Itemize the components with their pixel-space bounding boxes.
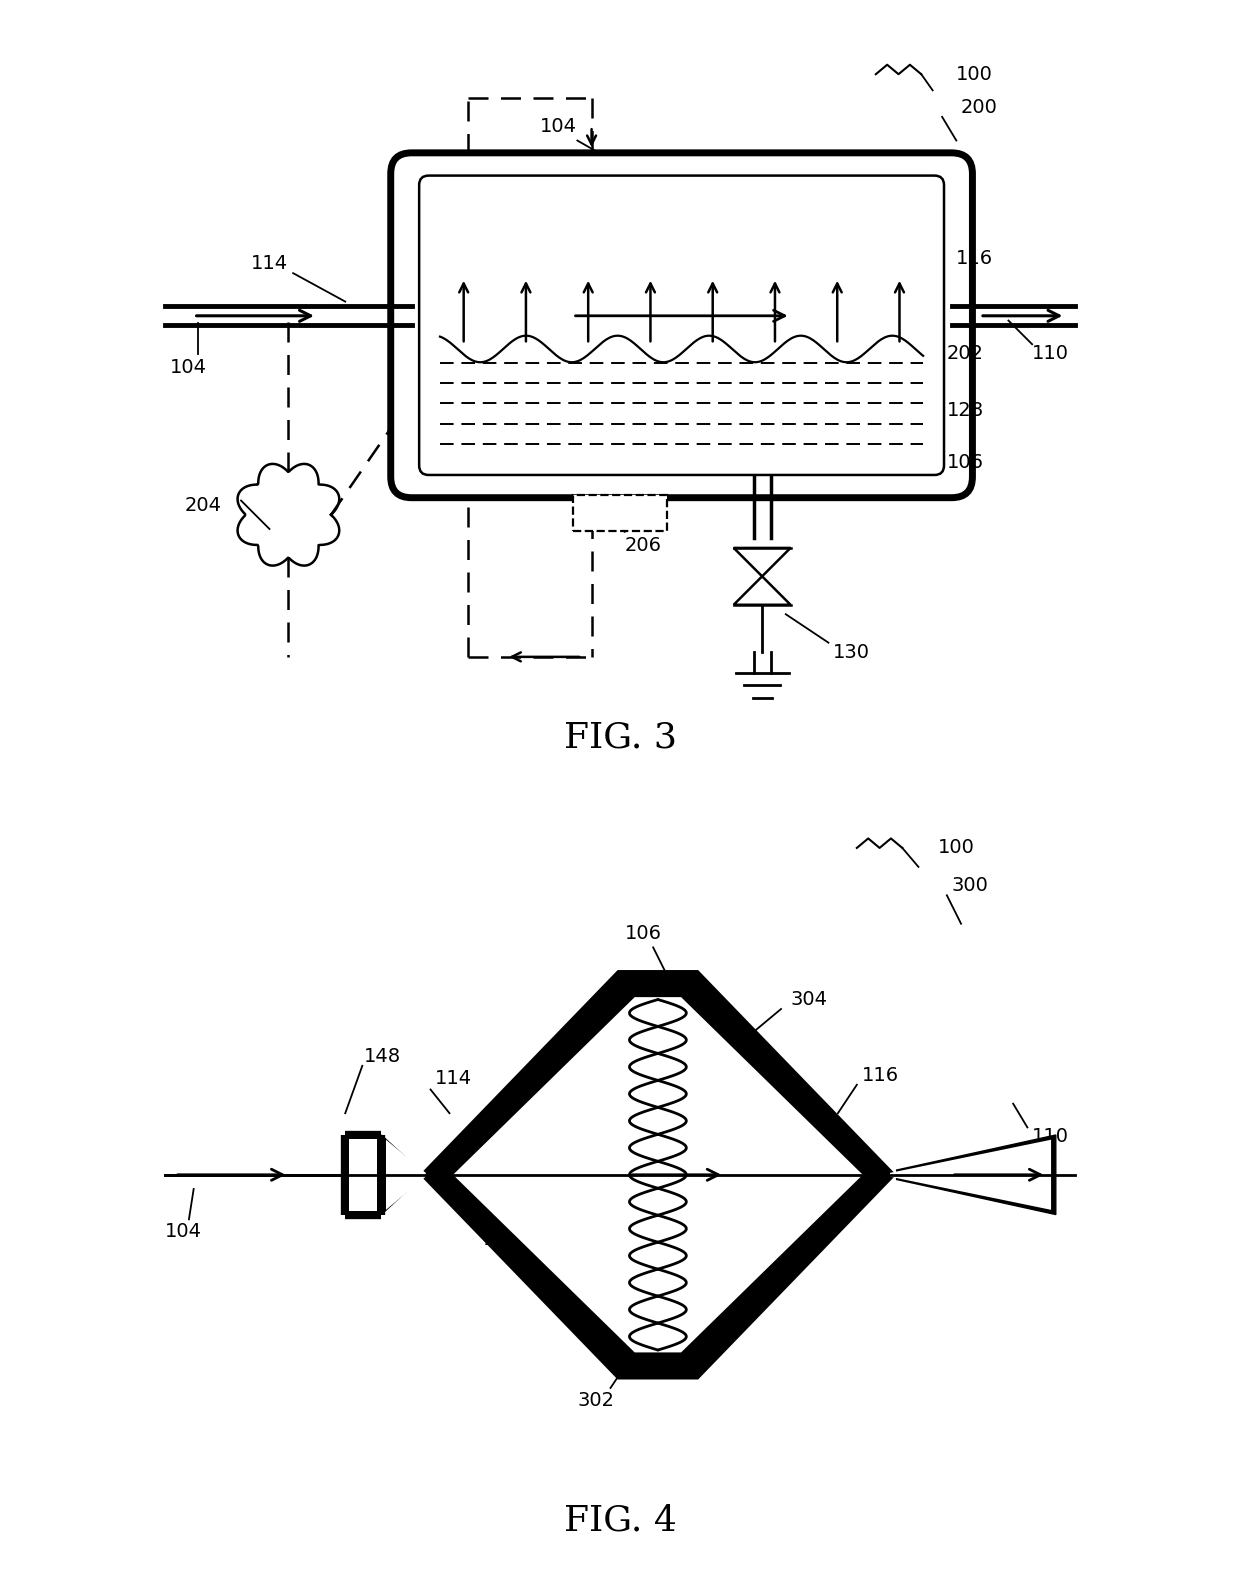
Polygon shape: [734, 576, 791, 605]
Text: 100: 100: [956, 65, 993, 84]
Text: 204: 204: [185, 496, 221, 515]
Text: 200: 200: [961, 98, 998, 117]
Text: 202: 202: [947, 344, 983, 363]
Text: 114: 114: [250, 254, 288, 273]
Text: 116: 116: [862, 1066, 899, 1085]
Text: 116: 116: [956, 249, 993, 268]
Text: 130: 130: [833, 643, 870, 662]
Text: 104: 104: [484, 1230, 520, 1249]
Text: 110: 110: [672, 1230, 709, 1249]
Polygon shape: [453, 998, 863, 1352]
Text: 106: 106: [625, 924, 662, 943]
Text: 104: 104: [165, 1222, 202, 1241]
Text: FIG. 3: FIG. 3: [563, 720, 677, 755]
Text: 106: 106: [947, 453, 983, 472]
FancyBboxPatch shape: [391, 153, 972, 497]
Text: 306: 306: [682, 1337, 719, 1356]
Polygon shape: [348, 1138, 377, 1211]
Polygon shape: [386, 1140, 425, 1210]
Polygon shape: [381, 1135, 419, 1214]
Polygon shape: [422, 971, 895, 1378]
Text: 148: 148: [365, 1047, 402, 1066]
Text: 110: 110: [1032, 344, 1069, 363]
Text: 302: 302: [578, 1391, 615, 1410]
FancyBboxPatch shape: [419, 175, 944, 475]
Text: 300: 300: [951, 876, 988, 895]
FancyBboxPatch shape: [573, 494, 667, 531]
Text: 128: 128: [947, 401, 985, 420]
Text: 104: 104: [539, 117, 577, 136]
Text: 304: 304: [791, 990, 827, 1009]
Polygon shape: [897, 1135, 1055, 1214]
Polygon shape: [890, 1140, 1052, 1210]
Text: 100: 100: [937, 838, 975, 857]
Text: 206: 206: [625, 535, 662, 554]
Text: 110: 110: [1032, 1127, 1069, 1146]
Text: FIG. 4: FIG. 4: [563, 1503, 677, 1538]
Text: 104: 104: [170, 358, 207, 377]
Polygon shape: [734, 548, 791, 576]
Text: 114: 114: [435, 1069, 472, 1088]
